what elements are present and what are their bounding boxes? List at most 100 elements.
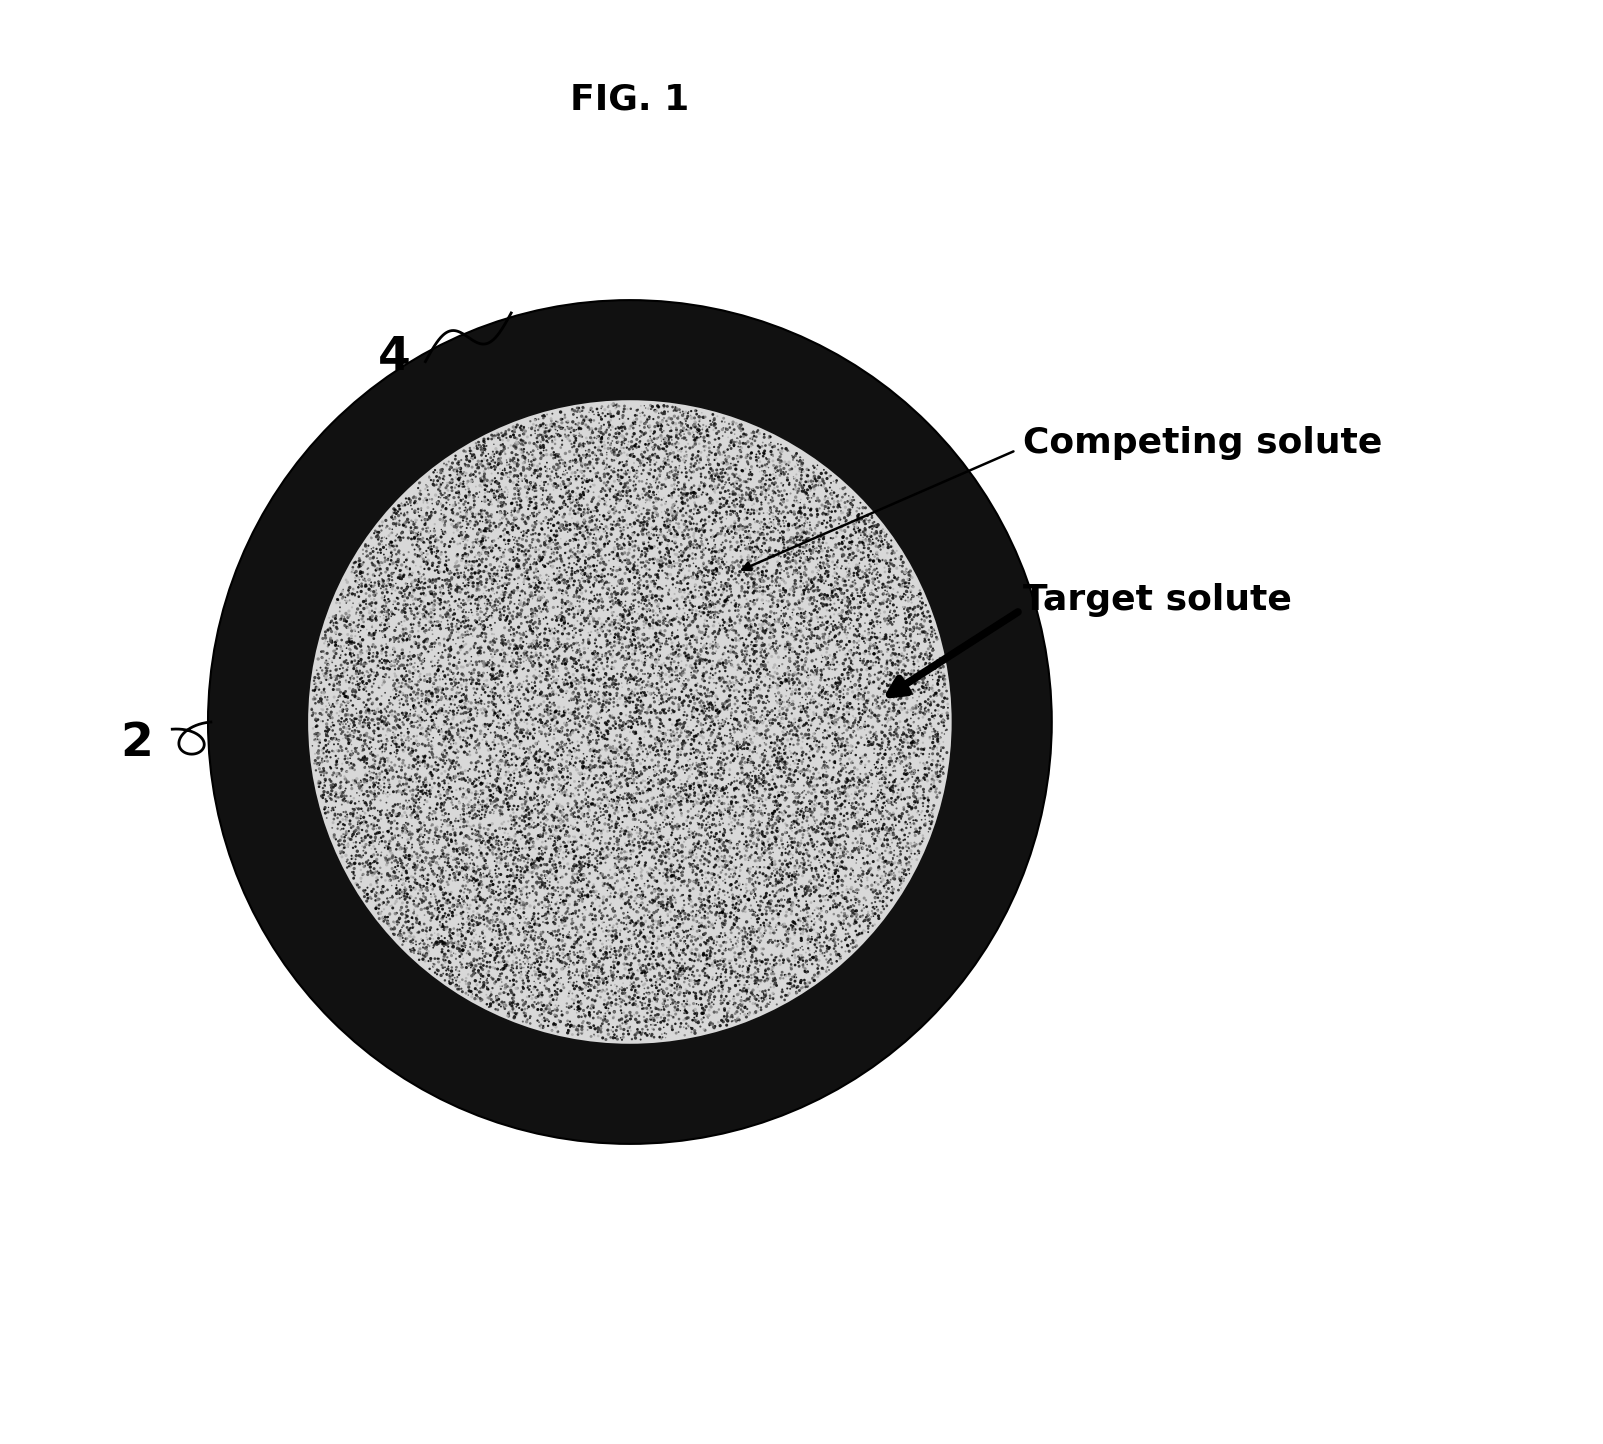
Point (930, 682, 955, 705)
Point (598, 687, 624, 710)
Point (601, 501, 627, 524)
Point (628, 907, 654, 930)
Point (462, 775, 487, 799)
Point (638, 654, 664, 677)
Point (678, 654, 704, 677)
Point (361, 563, 386, 586)
Point (341, 583, 367, 606)
Point (744, 621, 769, 644)
Point (548, 794, 574, 817)
Point (835, 713, 861, 736)
Point (587, 894, 612, 917)
Point (404, 817, 430, 840)
Point (351, 745, 377, 768)
Point (382, 562, 407, 585)
Point (728, 417, 753, 440)
Point (856, 671, 882, 695)
Point (739, 488, 765, 511)
Point (534, 978, 559, 1001)
Point (438, 638, 463, 661)
Point (641, 965, 667, 988)
Point (540, 621, 566, 644)
Point (551, 472, 577, 495)
Point (705, 622, 731, 645)
Point (346, 592, 372, 615)
Point (465, 614, 491, 637)
Point (798, 621, 824, 644)
Point (757, 527, 782, 550)
Point (410, 936, 436, 959)
Point (659, 647, 684, 670)
Point (567, 852, 593, 875)
Point (901, 710, 927, 734)
Point (862, 757, 888, 780)
Point (603, 583, 628, 606)
Point (454, 524, 479, 547)
Point (508, 729, 534, 752)
Point (787, 540, 813, 563)
Point (367, 755, 393, 778)
Point (798, 570, 824, 593)
Point (802, 703, 827, 726)
Point (575, 407, 601, 430)
Point (665, 924, 691, 947)
Point (471, 905, 497, 928)
Point (617, 690, 643, 713)
Point (600, 393, 625, 416)
Point (590, 888, 616, 911)
Point (598, 892, 624, 915)
Point (769, 453, 795, 477)
Point (752, 531, 777, 554)
Point (588, 838, 614, 861)
Point (513, 992, 539, 1015)
Point (412, 567, 438, 591)
Point (426, 576, 452, 599)
Point (712, 443, 737, 466)
Point (587, 950, 612, 973)
Point (486, 516, 511, 539)
Point (340, 680, 365, 703)
Point (545, 738, 571, 761)
Point (460, 550, 486, 573)
Point (321, 807, 346, 830)
Point (862, 544, 888, 567)
Point (457, 464, 483, 487)
Point (516, 803, 542, 826)
Point (402, 511, 428, 534)
Point (513, 485, 539, 508)
Point (866, 650, 891, 673)
Point (707, 442, 733, 465)
Point (741, 980, 766, 1004)
Point (802, 969, 827, 992)
Point (773, 670, 798, 693)
Point (837, 741, 862, 764)
Point (665, 878, 691, 901)
Point (483, 695, 508, 718)
Point (471, 829, 497, 852)
Point (680, 926, 705, 949)
Point (542, 1012, 567, 1035)
Point (723, 641, 749, 664)
Point (656, 567, 681, 591)
Point (398, 670, 423, 693)
Point (707, 836, 733, 859)
Point (337, 677, 362, 700)
Point (495, 1004, 521, 1027)
Point (721, 911, 747, 934)
Point (606, 452, 632, 475)
Point (329, 693, 354, 716)
Point (726, 595, 752, 618)
Point (463, 923, 489, 946)
Point (442, 670, 468, 693)
Point (415, 734, 441, 757)
Point (636, 864, 662, 887)
Point (827, 838, 853, 861)
Point (592, 897, 617, 920)
Point (638, 947, 664, 970)
Point (670, 957, 696, 980)
Point (349, 615, 375, 638)
Point (832, 507, 858, 530)
Point (755, 949, 781, 972)
Point (777, 536, 803, 559)
Point (758, 546, 784, 569)
